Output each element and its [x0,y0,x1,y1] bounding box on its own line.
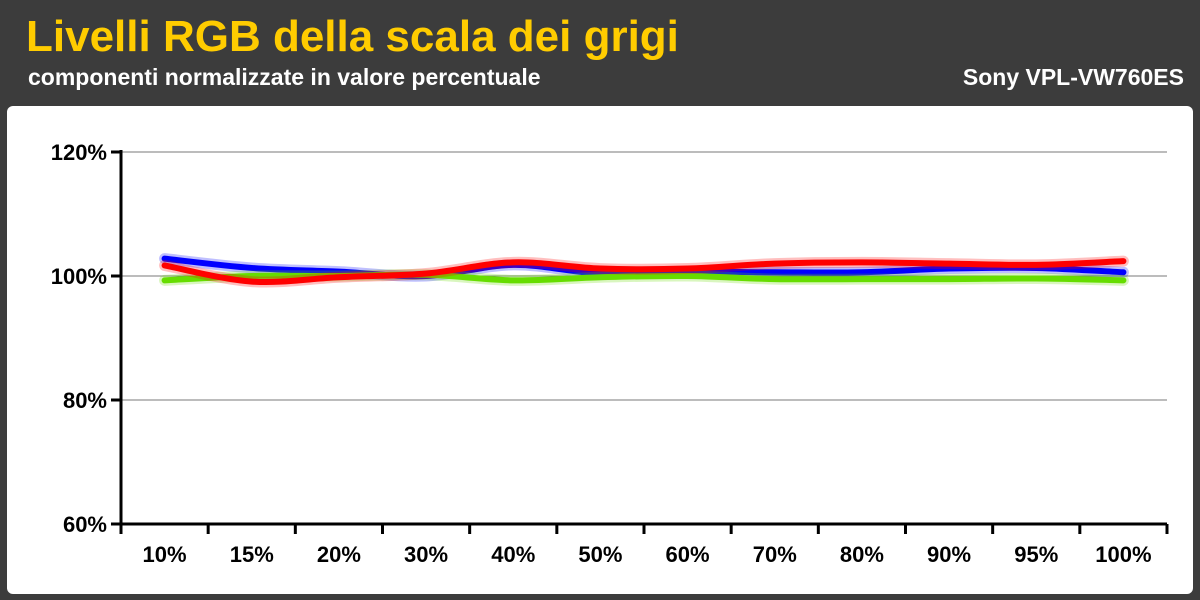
y-tick-label: 120% [51,140,107,165]
series-2-line [161,258,1127,286]
series-0-line [161,255,1127,280]
y-tick-label: 60% [63,512,107,537]
x-tick-label: 40% [491,542,535,567]
x-tick-label: 80% [840,542,884,567]
chart-subtitle: componenti normalizzate in valore percen… [28,64,541,90]
x-tick-label: 70% [753,542,797,567]
x-tick-label: 20% [317,542,361,567]
x-tick-label: 50% [578,542,622,567]
header: Livelli RGB della scala dei grigi compon… [0,0,1200,100]
line-chart: 60% 80% 100% 120% 10% 15% 20% 30% 40% 50% 60% 70% 80… [51,140,1169,567]
x-tick-label: 95% [1014,542,1058,567]
y-tick-label: 80% [63,388,107,413]
x-tick-label: 90% [927,542,971,567]
chart-panel: 60% 80% 100% 120% 10% 15% 20% 30% 40% 50% 60% 70% 80… [7,106,1193,594]
device-name: Sony VPL-VW760ES [962,64,1184,90]
x-tick-label: 100% [1095,542,1151,567]
x-tick-label: 30% [404,542,448,567]
x-tick-label: 10% [143,542,187,567]
chart-title: Livelli RGB della scala dei grigi [26,12,679,61]
y-tick-label: 100% [51,264,107,289]
x-tick-label: 15% [230,542,274,567]
x-tick-label: 60% [666,542,710,567]
